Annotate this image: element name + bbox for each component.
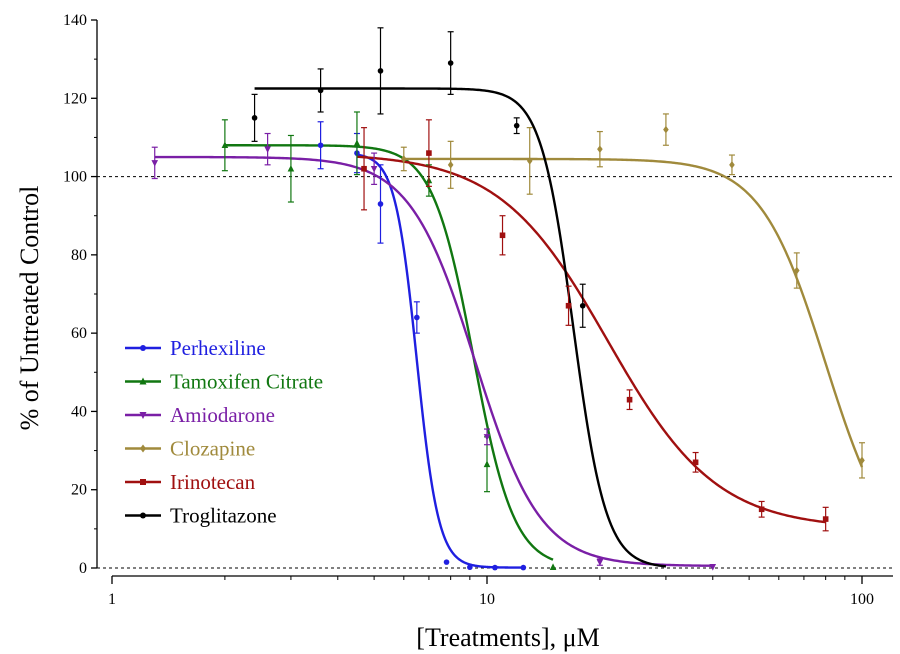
data-point-tamoxifen-citrate [549,563,557,571]
data-point-troglitazone [513,122,520,129]
fit-curve-amiodarone [154,155,713,567]
legend-item-tamoxifen-citrate: Tamoxifen Citrate [125,370,323,394]
legend-item-clozapine: Clozapine [125,437,255,461]
x-axis-title: [Treatments], μM [416,623,599,652]
data-point-irinotecan [361,165,367,172]
data-point-troglitazone [579,302,586,309]
y-tick-label: 120 [63,90,87,107]
y-axis-title: % of Untreated Control [15,186,44,431]
y-tick-label: 40 [71,403,87,420]
y-ticks: 0 20 40 60 80 100 120 140 [63,12,97,577]
data-point-perhexiline [467,564,473,571]
y-tick-label: 20 [71,482,87,499]
legend-label-tamoxifen-citrate: Tamoxifen Citrate [170,370,323,394]
x-ticks: 1 10 100 [108,576,874,608]
fit-curve-tamoxifen-citrate [224,144,554,561]
data-point-irinotecan [626,396,633,403]
data-point-irinotecan [499,232,506,239]
data-point-perhexiline [414,314,420,321]
legend: Perhexiline Tamoxifen Citrate Amiodarone Cl… [125,336,323,528]
data-point-irinotecan [565,302,572,309]
data-point-clozapine [793,266,800,275]
data-point-amiodarone [709,564,717,571]
legend-item-perhexiline: Perhexiline [125,336,266,360]
legend-item-troglitazone: Troglitazone [125,504,277,528]
legend-item-irinotecan: Irinotecan [125,470,256,494]
y-tick-label: 60 [71,325,87,342]
data-point-amiodarone [151,160,159,167]
y-tick-label: 140 [63,12,87,29]
data-point-perhexiline [443,559,450,565]
legend-label-irinotecan: Irinotecan [170,470,256,494]
data-point-perhexiline [492,564,498,571]
data-point-amiodarone [370,165,378,173]
data-point-irinotecan [822,516,829,522]
data-point-tamoxifen-citrate [483,460,491,468]
data-point-tamoxifen-citrate [287,164,295,172]
data-point-troglitazone [447,60,454,66]
legend-marker-irinotecan [140,479,146,485]
legend-label-troglitazone: Troglitazone [170,504,277,528]
x-tick-label: 1 [108,591,116,608]
legend-item-amiodarone: Amiodarone [125,403,275,427]
data-point-irinotecan [426,150,432,156]
data-point-troglitazone [251,115,258,121]
legend-marker-troglitazone [140,512,146,519]
y-tick-label: 80 [71,247,87,264]
fit-curve-troglitazone [254,87,667,568]
data-point-clozapine [859,456,865,465]
data-point-tamoxifen-citrate [221,141,229,149]
y-tick-label: 100 [63,169,87,186]
data-point-clozapine [447,161,454,169]
data-point-amiodarone [483,434,491,441]
data-point-clozapine [401,155,407,163]
data-point-tamoxifen-citrate [353,139,361,147]
data-point-amiodarone [264,146,271,153]
data-point-irinotecan [692,459,699,466]
data-points [151,27,865,571]
x-tick-label: 100 [850,591,874,608]
data-point-clozapine [597,145,603,153]
legend-marker-clozapine [140,444,146,453]
legend-label-amiodarone: Amiodarone [170,403,275,427]
data-point-troglitazone [377,68,384,74]
data-point-clozapine [526,157,533,165]
data-point-irinotecan [758,506,765,513]
fit-curves [154,87,864,569]
data-point-perhexiline [377,201,384,207]
legend-marker-amiodarone [139,412,147,419]
x-tick-label: 10 [479,591,495,608]
data-point-clozapine [663,125,669,134]
data-point-perhexiline [317,142,324,149]
data-point-perhexiline [520,564,527,571]
legend-marker-tamoxifen-citrate [139,377,147,385]
data-point-clozapine [729,161,735,169]
y-tick-label: 0 [79,560,87,577]
legend-label-clozapine: Clozapine [170,437,255,461]
data-point-amiodarone [596,559,604,566]
fit-curve-irinotecan [356,155,826,524]
legend-marker-perhexiline [140,345,146,351]
fit-curve-clozapine [403,157,864,468]
legend-label-perhexiline: Perhexiline [170,336,266,360]
data-point-troglitazone [317,87,324,94]
